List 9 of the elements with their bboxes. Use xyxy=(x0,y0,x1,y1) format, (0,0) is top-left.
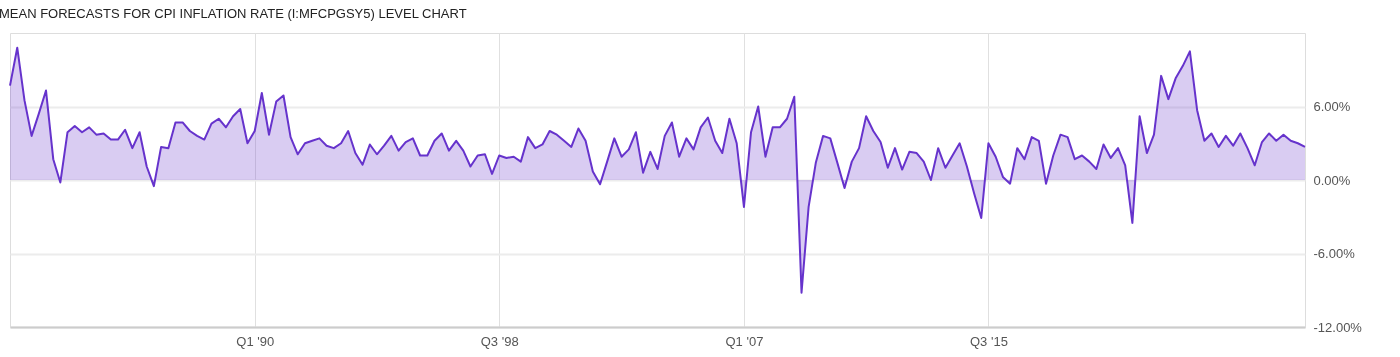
x-tick-label: Q1 '07 xyxy=(725,333,764,349)
chart-title: MEAN FORECASTS FOR CPI INFLATION RATE (I:MFCPGSY5) LEVEL CHART xyxy=(0,6,467,21)
y-tick-label: 6.00% xyxy=(1313,99,1351,114)
y-tick-label: 0.00% xyxy=(1313,172,1351,188)
y-tick-label: -6.00% xyxy=(1313,246,1356,261)
x-tick-label: Q1 '90 xyxy=(236,333,275,349)
x-tick-label: Q3 '98 xyxy=(480,333,519,349)
y-tick-label: -12.00% xyxy=(1313,319,1363,335)
x-tick-label: Q3 '15 xyxy=(969,333,1008,349)
